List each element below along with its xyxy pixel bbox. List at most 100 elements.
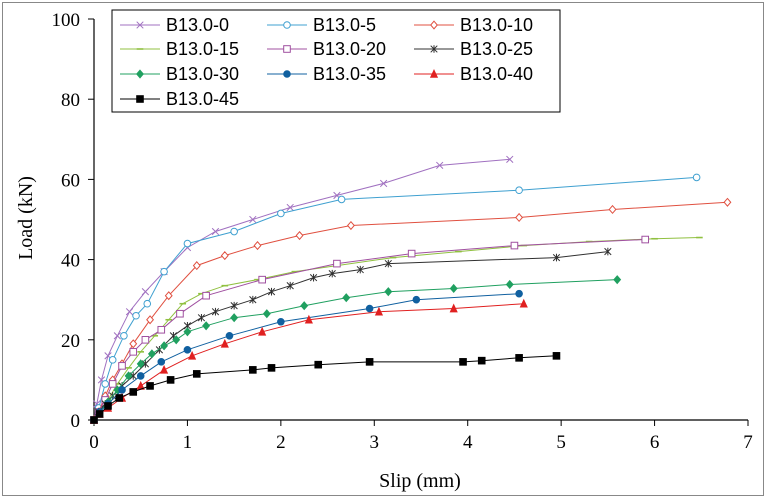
legend-label: B13.0-10 [460,15,533,35]
data-point [90,416,98,424]
legend-item: B13.0-35 [267,64,386,84]
data-point [374,306,384,316]
legend-label: B13.0-5 [313,15,376,35]
legend: B13.0-0 B13.0-5 B13.0-10 B13.0-15 B13.0-20 B1… [111,9,561,113]
data-point [477,356,486,365]
series-line [93,201,728,421]
legend-label: B13.0-15 [166,39,239,59]
data-point [192,261,201,271]
data-point [519,298,528,308]
data-point [120,331,128,340]
data-point [604,247,612,256]
data-point [113,332,122,340]
data-point [108,380,117,388]
data-point [118,362,126,370]
data-point [723,197,732,207]
data-point [157,358,166,366]
data-point [146,315,155,325]
legend-item: B13.0-25 [414,39,533,59]
series-line [93,355,557,421]
data-point [407,249,416,258]
data-point [384,259,392,268]
data-point [309,273,318,282]
y-tick-label: 100 [52,10,81,31]
legend-label: B13.0-25 [460,39,533,59]
y-tick-label: 40 [61,251,80,272]
legend-marker [136,95,144,103]
data-point [613,275,622,285]
data-point [337,195,346,204]
data-point [449,283,458,294]
data-point [220,251,229,261]
data-point [277,317,285,326]
data-point [510,241,519,250]
data-point [356,265,364,274]
data-point [129,388,138,396]
data-point [136,359,145,369]
legend-marker [283,45,291,53]
data-point [515,212,524,223]
y-axis-title: Load (kN) [15,176,37,260]
data-point [267,287,276,296]
x-tick-label: 6 [650,432,660,453]
axes: 0 1 2 3 4 5 6 7 0 20 40 60 80 100 [52,10,753,453]
series-b13-0-25 [90,247,612,424]
data-point [384,287,393,297]
data-point [515,186,523,195]
data-point [176,309,184,318]
y-tick-label: 20 [61,331,80,352]
x-axis-title: Slip (mm) [379,470,461,492]
data-point [515,354,523,362]
data-point [286,203,294,212]
data-point [157,325,166,334]
data-point [202,291,210,300]
data-point [183,327,192,337]
data-point [164,291,173,301]
data-point [506,155,514,164]
data-point [262,309,271,319]
data-point [436,161,444,170]
legend-label: B13.0-30 [166,64,239,84]
data-point [124,371,133,381]
series-b13-0-10 [90,197,732,425]
data-point [249,295,257,304]
data-point [365,304,374,313]
data-point [300,301,309,311]
data-point [115,394,124,402]
data-point [159,364,169,374]
data-point [101,380,110,388]
data-point [505,279,514,290]
data-point [211,307,220,316]
data-point [449,303,458,313]
data-point [129,339,138,349]
data-point [95,410,104,418]
data-point [692,173,701,182]
series-b13-0-35 [90,289,523,424]
x-tick-label: 0 [89,432,99,453]
legend-item: B13.0-40 [414,64,533,84]
legend-item: B13.0-15 [120,39,239,59]
data-point [146,382,154,390]
data-point [249,215,257,224]
data-point [333,259,341,268]
legend-item: B13.0-45 [120,89,239,109]
x-tick-label: 7 [743,432,753,453]
data-point [253,241,262,251]
legend-label: B13.0-20 [313,39,386,59]
legend-marker [429,69,439,78]
legend-item: B13.0-20 [267,39,386,59]
x-tick-label: 5 [556,432,566,453]
x-tick-label: 2 [276,432,286,453]
legend-marker [136,21,144,29]
data-point [379,179,388,188]
data-point [304,314,313,324]
series-line [93,239,646,421]
series-b13-0-45 [90,352,561,424]
data-point [412,295,421,304]
x-tick-label: 4 [463,432,473,453]
data-point [118,386,126,394]
y-tick-label: 0 [71,411,81,432]
data-point [365,358,374,366]
data-point [286,281,294,290]
legend-marker [136,69,144,79]
